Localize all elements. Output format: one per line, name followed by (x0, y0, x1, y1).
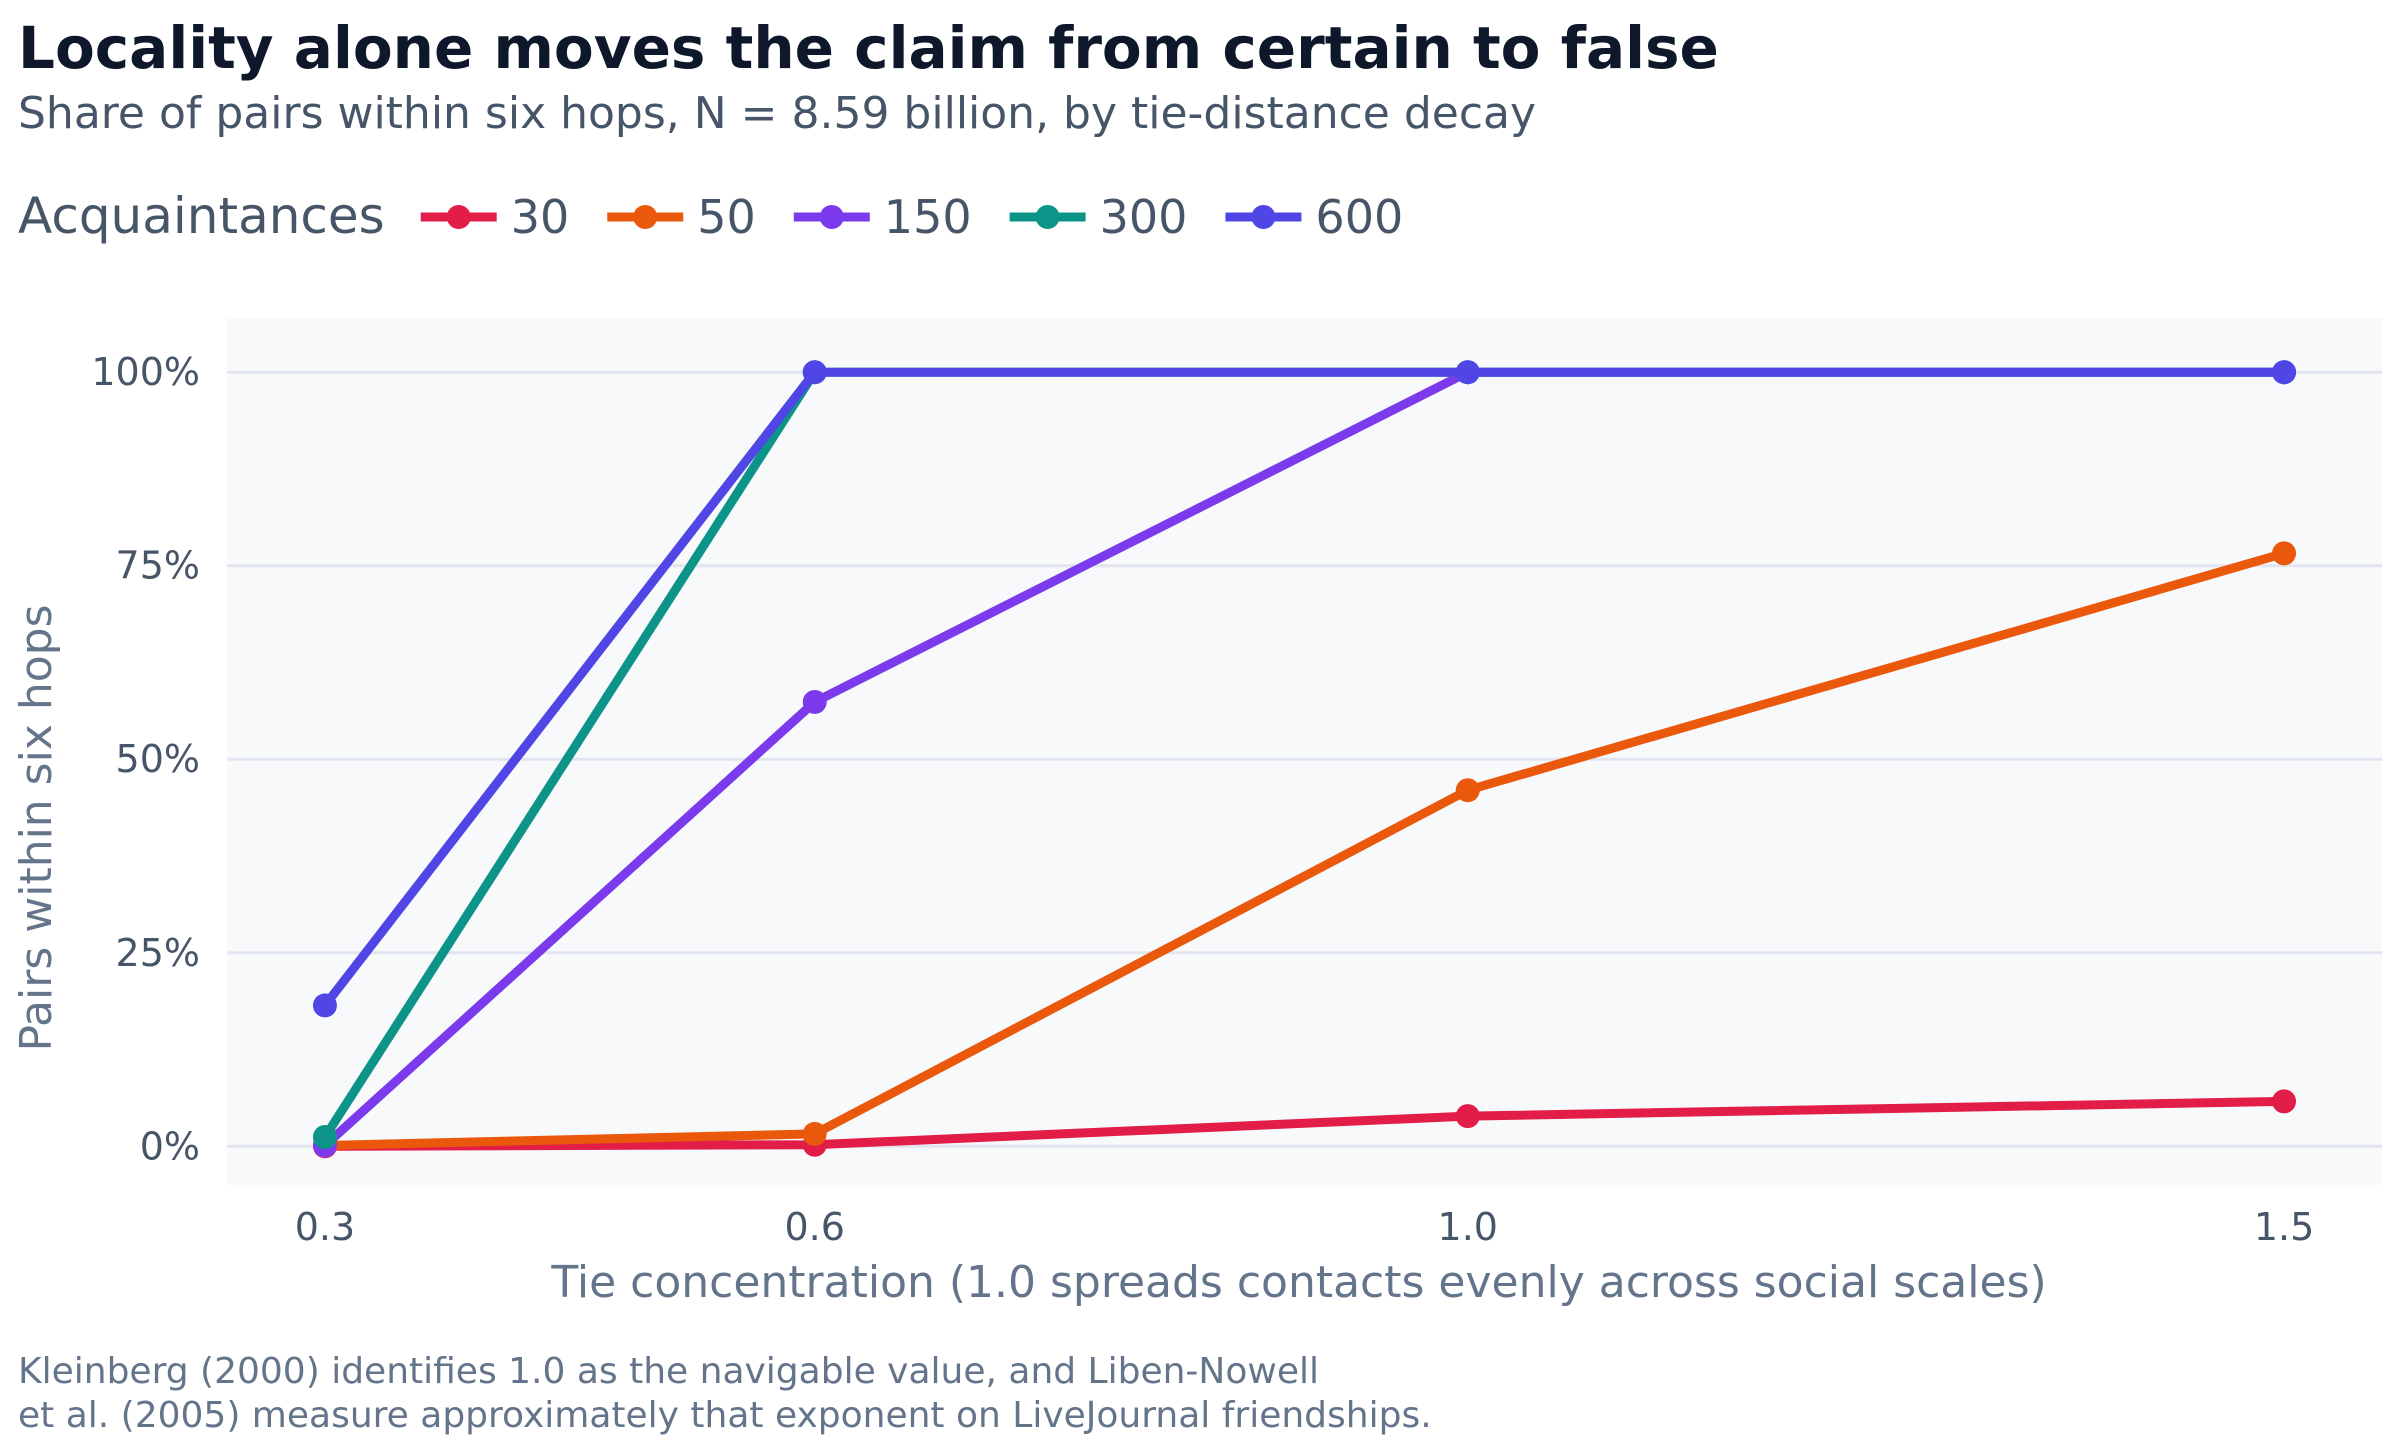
legend-label: 50 (697, 190, 756, 244)
series-line-30 (320, 1096, 2289, 1151)
chart-title: Locality alone moves the claim from cert… (18, 14, 1719, 82)
series-line-50 (320, 548, 2289, 1150)
legend-item-300: 300 (1009, 190, 1188, 244)
data-point-50-3 (2272, 541, 2297, 566)
legend-label: 150 (884, 190, 972, 244)
y-tick-label: 50% (116, 737, 200, 781)
caption-line-1: Kleinberg (2000) identifies 1.0 as the n… (18, 1351, 1319, 1392)
x-tick-label: 1.0 (1438, 1205, 1498, 1249)
legend-label: 300 (1100, 190, 1188, 244)
data-point-30-2 (1455, 1104, 1480, 1129)
series-line-600 (320, 367, 2289, 1010)
legend-label: 600 (1315, 190, 1403, 244)
legend-swatch-marker (446, 205, 471, 229)
legend-swatch-marker (1035, 205, 1060, 229)
series-600 (312, 360, 2297, 1018)
y-axis-label: Pairs within six hops (11, 604, 62, 1051)
data-point-50-2 (1455, 778, 1480, 803)
legend-swatch-marker (1251, 205, 1276, 229)
data-point-600-2 (1455, 360, 1480, 385)
legend-swatch-marker (633, 205, 658, 229)
plot-area (227, 318, 2382, 1185)
legend: Acquaintances 30 50 150 300 600 (18, 187, 1403, 245)
x-tick-label: 1.5 (2254, 1205, 2314, 1249)
chart-subtitle: Share of pairs within six hops, N = 8.59… (18, 88, 1536, 139)
series-layer (312, 360, 2297, 1159)
y-tick-label: 100% (91, 350, 200, 394)
x-tick-label: 0.3 (295, 1205, 355, 1249)
data-point-600-0 (312, 993, 337, 1018)
legend-swatch-marker (819, 205, 844, 229)
legend-item-150: 150 (793, 190, 972, 244)
data-point-50-1 (802, 1121, 827, 1146)
x-tick-label: 0.6 (785, 1205, 845, 1249)
x-axis-ticks: 0.3 0.6 1.0 1.5 (295, 1205, 2315, 1249)
y-tick-label: 0% (140, 1124, 200, 1168)
legend-item-600: 600 (1225, 190, 1403, 244)
data-point-600-1 (802, 360, 827, 385)
y-tick-label: 75% (116, 544, 200, 588)
y-axis-ticks: 0% 25% 50% 75% 100% (91, 350, 200, 1168)
data-point-300-0 (312, 1125, 337, 1150)
legend-label: 30 (511, 190, 570, 244)
caption-line-2: et al. (2005) measure approximately that… (18, 1395, 1432, 1436)
data-point-600-3 (2272, 360, 2297, 385)
data-point-30-3 (2272, 1089, 2297, 1114)
x-axis-label: Tie concentration (1.0 spreads contacts … (550, 1257, 2046, 1308)
legend-item-30: 30 (420, 190, 570, 244)
data-point-150-1 (802, 689, 827, 714)
legend-title: Acquaintances (18, 187, 385, 245)
legend-item-50: 50 (607, 190, 756, 244)
y-tick-label: 25% (116, 931, 200, 975)
